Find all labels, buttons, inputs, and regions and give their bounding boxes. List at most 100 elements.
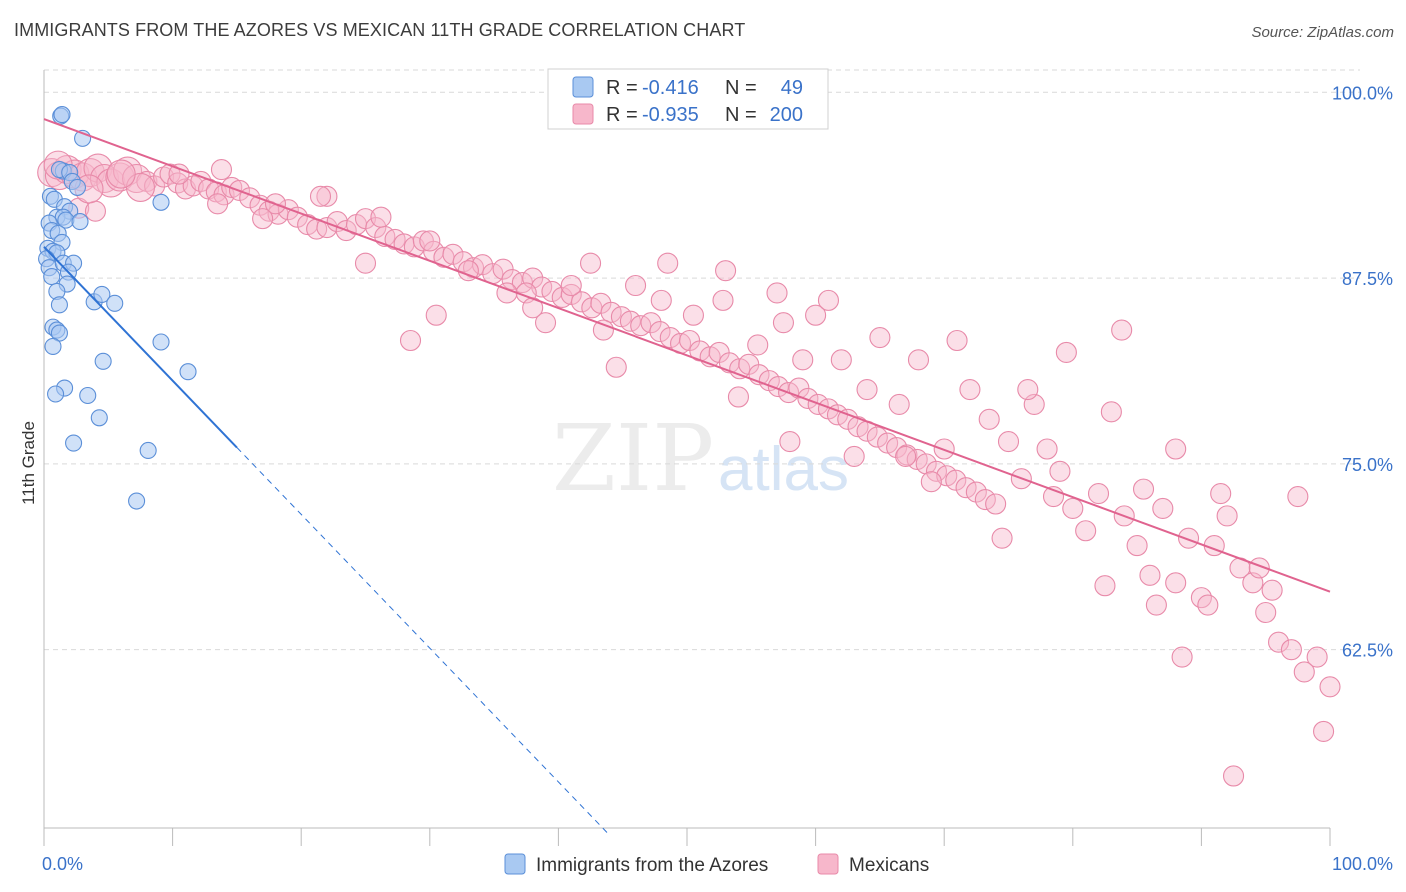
mexicans-point-139 [1100, 401, 1122, 423]
legend-swatch-mexicans [817, 853, 839, 875]
legend-label-azores: Immigrants from the Azores [536, 855, 768, 876]
mexicans-point-175 [425, 304, 447, 326]
mexicans-point-145 [1177, 527, 1200, 549]
mexicans-point-135 [1049, 460, 1071, 482]
azores-point-15 [71, 213, 89, 231]
mexicans-point-34 [286, 206, 308, 228]
mexicans-point-86 [797, 387, 819, 410]
mexicans-point-181 [106, 159, 136, 189]
stats-n-value-1: 49 [781, 77, 803, 99]
mexicans-point-194 [1145, 594, 1167, 616]
mexicans-point-104 [974, 488, 996, 511]
watermark-atlas: atlas [718, 435, 849, 504]
mexicans-point-98 [915, 453, 937, 475]
mexicans-point-152 [1268, 631, 1290, 653]
mexicans-point-185 [605, 356, 627, 378]
mexicans-point-120 [747, 334, 769, 356]
stats-n-label-1: N = [725, 77, 757, 99]
azores-point-43 [47, 385, 65, 403]
mexicans-point-141 [1126, 535, 1148, 557]
mexicans-point-123 [805, 304, 827, 326]
mexicans-point-168 [869, 326, 891, 349]
mexicans-point-71 [649, 321, 671, 343]
mexicans-point-170 [766, 282, 788, 304]
y-tick-label-2: 87.5% [1342, 269, 1393, 289]
mexicans-point-129 [959, 378, 981, 401]
mexicans-point-93 [866, 426, 888, 448]
mexicans-point-190 [920, 471, 942, 493]
mexicans-point-124 [830, 349, 852, 371]
mexicans-point-116 [625, 274, 647, 297]
mexicans-point-127 [907, 349, 930, 371]
azores-point-31 [50, 296, 68, 314]
mexicans-point-136 [1062, 497, 1084, 520]
mexicans-point-166 [1017, 378, 1039, 401]
mexicans-point-114 [560, 274, 582, 297]
legend-label-mexicans: Mexicans [849, 855, 929, 876]
azores-point-28 [43, 268, 61, 286]
azores-point-48 [128, 492, 146, 510]
azores-point-1 [53, 106, 71, 124]
stats-r-value-1: -0.416 [642, 77, 699, 99]
azores-point-44 [79, 386, 97, 405]
mexicans-point-187 [779, 431, 801, 453]
mexicans-point-155 [1306, 646, 1328, 668]
azores-point-38 [44, 337, 62, 355]
y-tick-label-1: 75.0% [1342, 455, 1393, 475]
mexicans-point-178 [252, 208, 274, 230]
mexicans-point-196 [1210, 483, 1232, 505]
mexicans-point-189 [895, 445, 917, 467]
stats-r-value-2: -0.935 [642, 104, 699, 126]
azores-point-34 [106, 294, 124, 312]
mexicans-point-148 [1216, 505, 1238, 527]
mexicans-point-121 [772, 312, 795, 334]
mexicans-point-167 [946, 329, 968, 352]
mexicans-point-103 [965, 481, 987, 503]
azores-point-45 [90, 409, 108, 427]
azores-point-41 [179, 363, 197, 381]
mexicans-point-99 [925, 460, 948, 482]
mexicans-point-122 [792, 349, 814, 371]
y-tick-label-3: 100.0% [1332, 83, 1393, 103]
mexicans-point-151 [1255, 601, 1277, 624]
mexicans-point-119 [712, 289, 734, 311]
mexicans-point-179 [207, 193, 229, 215]
mexicans-point-90 [837, 408, 859, 430]
mexicans-point-108 [316, 185, 338, 207]
azores-point-46 [65, 434, 83, 452]
legend-swatch-azores [504, 853, 526, 875]
mexicans-point-96 [896, 444, 918, 466]
mexicans-point-171 [715, 260, 737, 282]
mexicans-point-164 [1111, 319, 1133, 341]
mexicans-point-153 [1280, 639, 1302, 661]
tick-labels: 62.5% 75.0% 87.5% 100.0% 0.0% 100.0% [42, 83, 1393, 874]
mexicans-point-156 [1319, 676, 1341, 698]
y-tick-label-0: 62.5% [1342, 641, 1393, 661]
mexicans-point-193 [1094, 575, 1116, 597]
mexicans-point-117 [650, 289, 672, 311]
mexicans-point-110 [419, 230, 441, 252]
mexicans-point-191 [991, 527, 1013, 549]
stats-r-label-1: R = [606, 77, 638, 99]
mexicans-point-27 [210, 159, 233, 181]
mexicans-point-177 [309, 185, 332, 207]
chart-title: IMMIGRANTS FROM THE AZORES VS MEXICAN 11… [14, 20, 746, 40]
mexicans-point-109 [370, 206, 392, 228]
mexicans-point-19 [190, 170, 212, 193]
mexicans-point-137 [1075, 520, 1097, 542]
mexicans-point-188 [843, 445, 865, 467]
mexicans-point-144 [1165, 438, 1187, 460]
mexicans-point-126 [888, 393, 910, 415]
trend-lines [43, 118, 1331, 836]
x-tick-label-1: 100.0% [1332, 854, 1393, 874]
mexicans-point-130 [978, 408, 1000, 430]
mexicans-point-180 [168, 163, 190, 185]
azores-points [38, 106, 197, 510]
mexicans-point-159 [1171, 646, 1193, 668]
mexicans-point-165 [1055, 341, 1077, 363]
x-tick-label-0: 0.0% [42, 854, 83, 874]
azores-point-7 [68, 178, 86, 196]
azores-trend-extension [236, 447, 611, 836]
azores-point-47 [139, 441, 157, 460]
